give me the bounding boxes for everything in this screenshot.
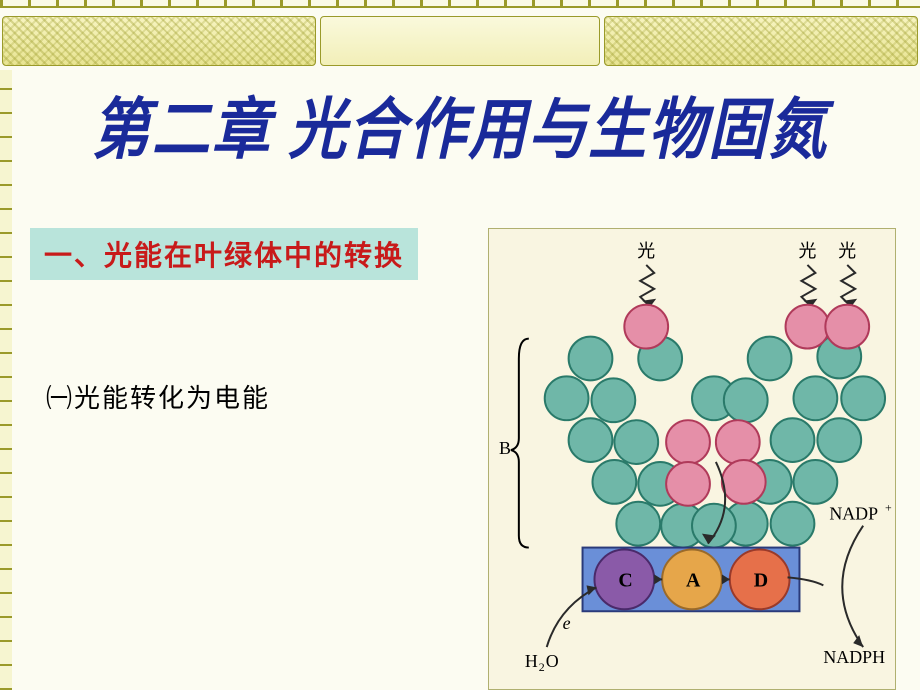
svg-text:B: B [499, 438, 511, 458]
svg-text:光: 光 [637, 241, 655, 261]
svg-text:H: H [525, 651, 538, 671]
svg-text:e: e [563, 613, 571, 633]
svg-text:2: 2 [539, 660, 545, 674]
ornament-right [604, 16, 918, 66]
subpoint-text: ㈠光能转化为电能 [46, 378, 270, 415]
section-heading: 一、光能在叶绿体中的转换 [30, 228, 418, 280]
photosynthesis-diagram: 光 光 光 B C A D H2Oe NADP + NADPH [488, 228, 896, 690]
svg-text:C: C [618, 569, 632, 591]
svg-text:光: 光 [798, 241, 816, 261]
svg-text:+: + [885, 501, 892, 515]
svg-text:D: D [754, 569, 768, 591]
ornament-center [320, 16, 600, 66]
svg-text:NADPH: NADPH [823, 647, 885, 667]
svg-text:O: O [546, 651, 559, 671]
svg-text:NADP: NADP [829, 504, 878, 524]
chapter-title: 第二章 光合作用与生物固氮 [0, 76, 920, 173]
top-border-strip [0, 0, 920, 8]
svg-text:A: A [686, 569, 701, 591]
ornament-left [2, 16, 316, 66]
ornament-banner [0, 12, 920, 70]
svg-text:光: 光 [838, 241, 856, 261]
